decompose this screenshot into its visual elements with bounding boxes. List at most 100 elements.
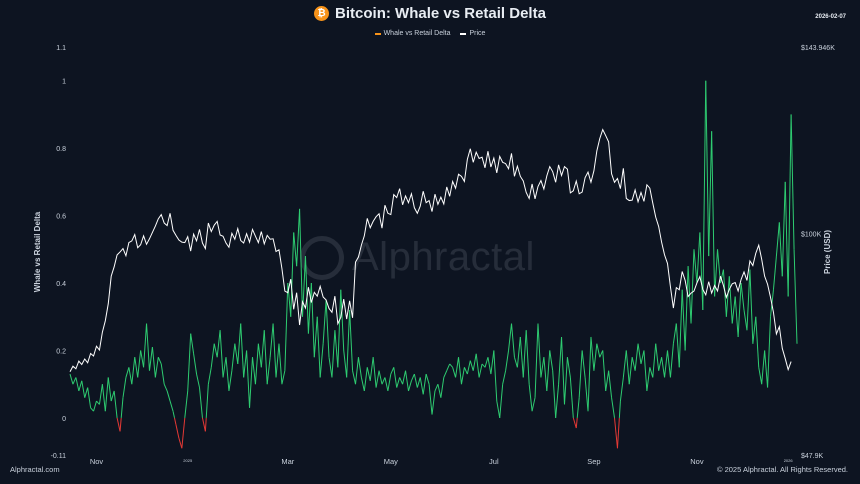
delta-segment <box>749 269 754 344</box>
y-tick-label: 1.1 <box>56 45 66 52</box>
delta-segment <box>260 330 265 368</box>
delta-segment <box>463 367 468 375</box>
delta-segment <box>96 400 100 405</box>
delta-segment <box>399 377 404 385</box>
delta-segment <box>366 367 371 381</box>
delta-segment <box>257 343 262 368</box>
delta-segment <box>120 397 124 418</box>
delta-segment <box>157 357 162 365</box>
delta-segment <box>75 377 80 392</box>
delta-segment <box>664 350 668 378</box>
delta-segment <box>163 383 168 392</box>
delta-segment <box>98 384 103 405</box>
delta-segment <box>428 384 433 415</box>
delta-segment <box>413 373 418 388</box>
delta-segment <box>160 363 165 385</box>
delta-segment <box>746 269 751 331</box>
delta-segment <box>84 387 89 398</box>
delta-segment <box>201 417 206 432</box>
delta-segment <box>296 208 301 267</box>
delta-segment <box>622 350 627 378</box>
delta-segment <box>740 282 745 311</box>
delta-segment <box>705 80 710 257</box>
delta-segment <box>234 343 239 365</box>
delta-segment <box>272 323 277 378</box>
y2-tick-label: $47.9K <box>801 453 824 460</box>
legend-swatch-price <box>460 32 467 35</box>
delta-segment <box>569 377 574 418</box>
delta-segment <box>310 283 315 358</box>
delta-segment <box>578 350 583 398</box>
y2-axis-ticks: $143.946K $100K $47.9K <box>801 45 835 460</box>
delta-segment <box>219 330 224 378</box>
delta-segment <box>369 357 374 381</box>
delta-segment <box>708 131 713 257</box>
delta-segment <box>658 357 663 371</box>
delta-segment <box>204 417 207 432</box>
delta-segment <box>299 208 304 317</box>
delta-segment <box>151 347 156 378</box>
delta-segment <box>643 350 648 391</box>
legend-item-delta[interactable]: Whale vs Retail Delta <box>374 30 450 37</box>
delta-segment <box>634 343 639 371</box>
delta-segment <box>758 367 763 385</box>
delta-segment <box>334 330 339 368</box>
delta-segment <box>231 343 236 371</box>
delta-segment <box>172 411 175 419</box>
delta-segment <box>481 363 486 368</box>
delta-segment <box>222 357 227 378</box>
legend-item-price[interactable]: Price <box>460 30 485 37</box>
delta-segment <box>72 377 77 385</box>
x-tick-label: Nov <box>690 457 704 466</box>
delta-segment <box>496 400 501 418</box>
x-tick-label: 2026 <box>784 458 794 463</box>
delta-segment <box>619 377 624 402</box>
delta-segment <box>605 370 610 392</box>
delta-segment <box>199 387 203 418</box>
delta-segment <box>455 357 460 378</box>
y-tick-label: 1 <box>62 79 66 86</box>
delta-segment <box>725 276 730 317</box>
delta-segment <box>522 330 527 378</box>
delta-segment <box>254 343 259 385</box>
delta-segment <box>355 357 359 385</box>
delta-segment <box>434 383 439 392</box>
delta-segment <box>210 343 215 368</box>
delta-segment <box>437 384 442 398</box>
delta-segment <box>596 343 601 358</box>
delta-segment <box>490 350 495 375</box>
delta-segment <box>243 350 248 378</box>
delta-segment <box>116 417 121 432</box>
delta-segment <box>561 336 565 405</box>
delta-segment <box>184 390 189 418</box>
y-tick-label: 0.4 <box>56 281 66 288</box>
delta-segment <box>140 350 145 368</box>
delta-segment <box>458 357 462 385</box>
delta-segment <box>193 353 198 375</box>
delta-segment <box>728 276 733 324</box>
delta-segment <box>104 377 109 412</box>
delta-segment <box>169 400 174 412</box>
delta-segment <box>576 397 580 418</box>
delta-segment <box>731 296 736 324</box>
delta-segment <box>616 417 620 449</box>
delta-segment <box>778 222 783 277</box>
delta-segment <box>178 438 183 449</box>
delta-segment <box>611 397 616 418</box>
delta-segment <box>408 380 412 392</box>
delta-segment <box>628 357 633 385</box>
delta-segment <box>652 343 657 378</box>
delta-segment <box>734 296 739 338</box>
delta-segment <box>487 357 492 375</box>
delta-segment <box>346 309 351 378</box>
delta-segment <box>581 350 586 378</box>
delta-segment <box>661 357 666 378</box>
delta-segment <box>625 350 630 385</box>
delta-segment <box>525 330 530 385</box>
delta-segment <box>78 380 83 392</box>
delta-segment <box>537 323 542 378</box>
delta-segment <box>549 350 554 371</box>
delta-segment <box>505 350 510 371</box>
delta-segment <box>699 232 704 311</box>
delta-segment <box>572 417 577 429</box>
